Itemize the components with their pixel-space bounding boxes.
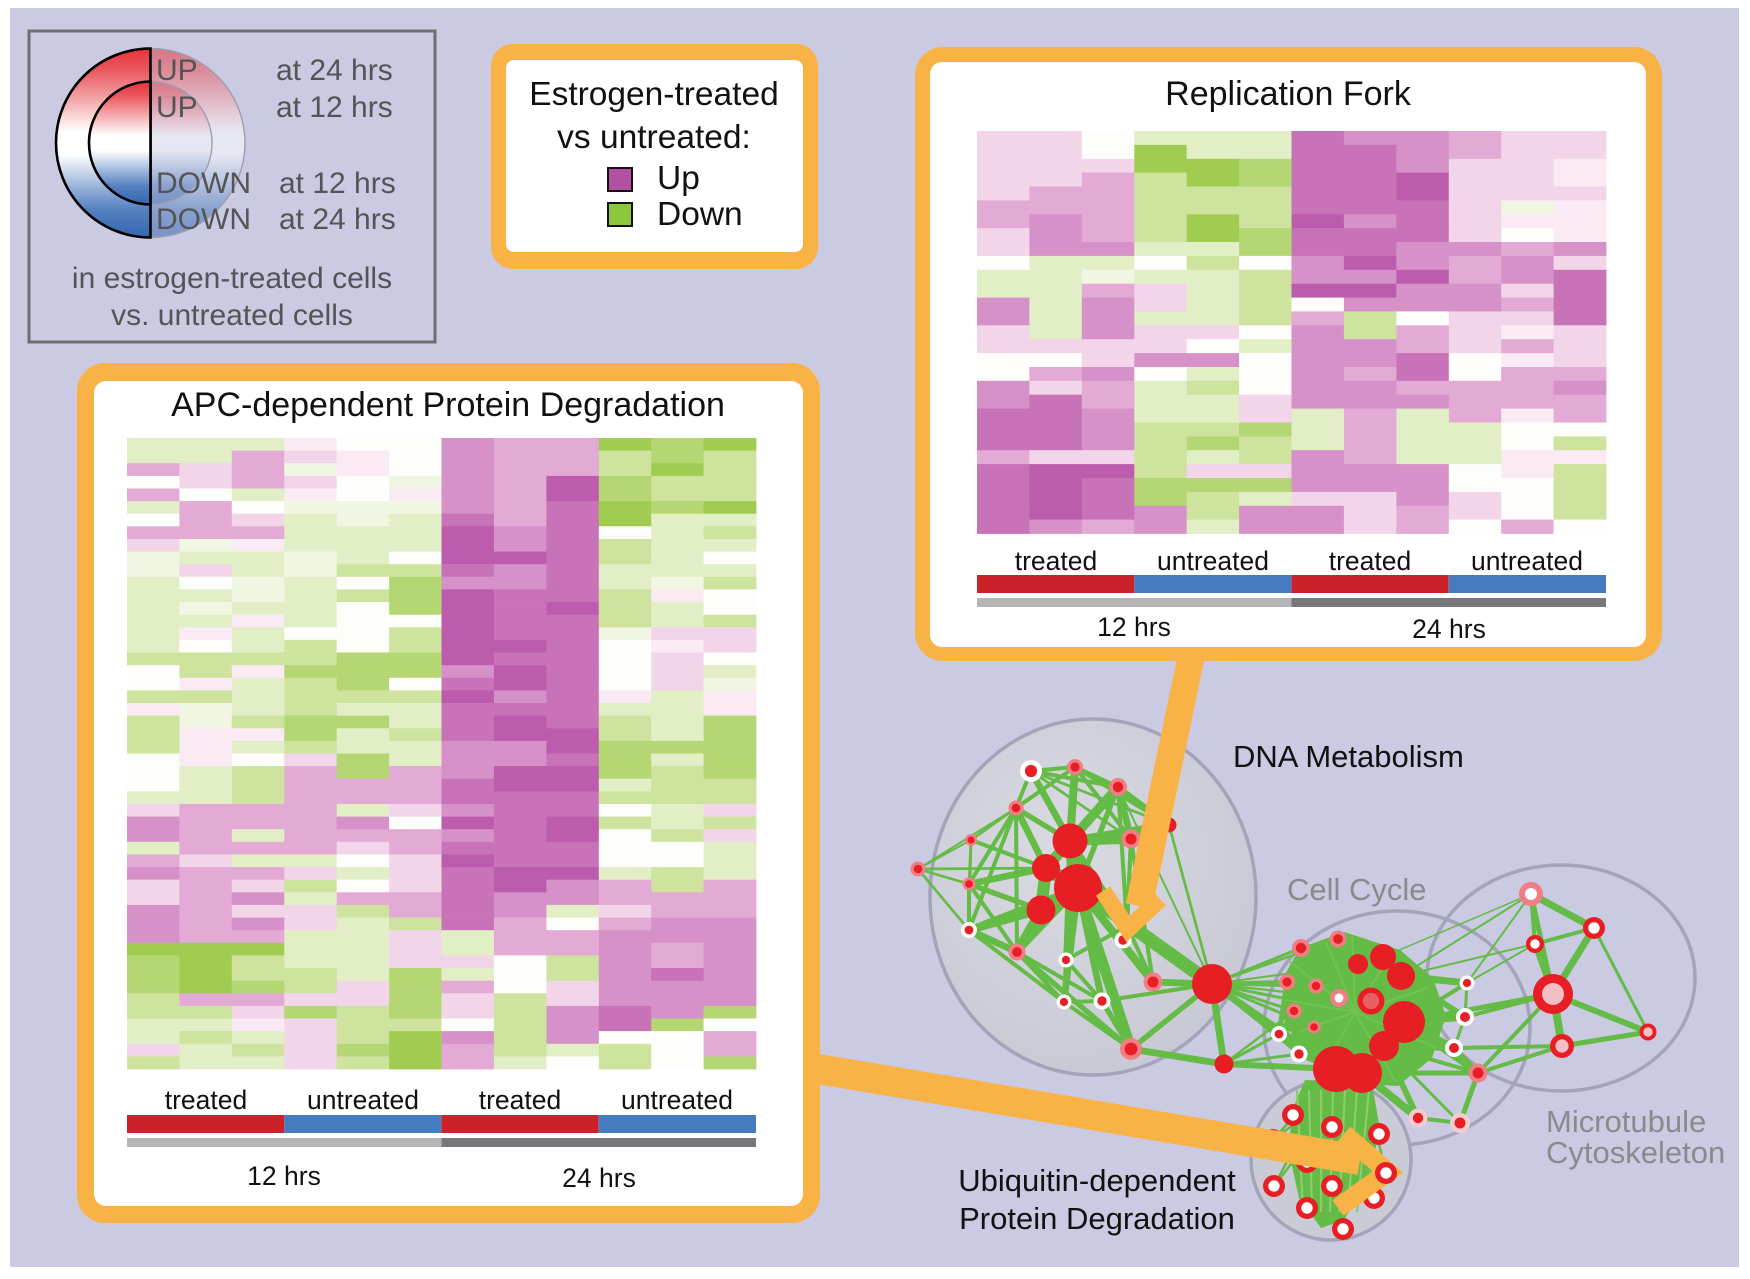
svg-text:treated: treated [1329, 546, 1412, 576]
svg-text:treated: treated [479, 1085, 562, 1115]
svg-text:12 hrs: 12 hrs [1097, 612, 1171, 642]
svg-text:UP: UP [156, 91, 198, 124]
svg-text:Up: Up [657, 160, 700, 197]
svg-text:DOWN: DOWN [156, 167, 251, 200]
svg-text:Estrogen-treated: Estrogen-treated [529, 76, 779, 113]
svg-text:Cytoskeleton: Cytoskeleton [1546, 1135, 1725, 1170]
svg-text:at 24 hrs: at 24 hrs [279, 203, 396, 236]
svg-text:untreated: untreated [1471, 546, 1583, 576]
svg-text:Replication Fork: Replication Fork [1165, 75, 1412, 113]
svg-text:Down: Down [657, 196, 743, 233]
svg-text:untreated: untreated [307, 1085, 419, 1115]
svg-text:untreated: untreated [621, 1085, 733, 1115]
svg-text:Ubiquitin-dependent: Ubiquitin-dependent [958, 1163, 1236, 1198]
svg-text:treated: treated [1015, 546, 1098, 576]
svg-text:at 24 hrs: at 24 hrs [276, 54, 393, 87]
svg-text:treated: treated [165, 1085, 248, 1115]
svg-text:Protein Degradation: Protein Degradation [959, 1201, 1235, 1236]
svg-text:APC-dependent Protein Degradat: APC-dependent Protein Degradation [171, 386, 725, 424]
svg-text:untreated: untreated [1157, 546, 1269, 576]
svg-text:vs. untreated cells: vs. untreated cells [111, 299, 353, 332]
svg-text:Microtubule: Microtubule [1546, 1104, 1706, 1139]
svg-text:vs untreated:: vs untreated: [557, 119, 751, 156]
svg-text:24 hrs: 24 hrs [562, 1163, 636, 1193]
svg-text:at 12 hrs: at 12 hrs [276, 91, 393, 124]
svg-text:at 12 hrs: at 12 hrs [279, 167, 396, 200]
svg-text:24 hrs: 24 hrs [1412, 614, 1486, 644]
svg-text:Cell Cycle: Cell Cycle [1287, 872, 1427, 907]
svg-text:UP: UP [156, 54, 198, 87]
svg-text:DNA Metabolism: DNA Metabolism [1233, 739, 1464, 774]
svg-text:DOWN: DOWN [156, 203, 251, 236]
svg-text:12 hrs: 12 hrs [247, 1161, 321, 1191]
svg-text:in estrogen-treated cells: in estrogen-treated cells [72, 262, 392, 295]
